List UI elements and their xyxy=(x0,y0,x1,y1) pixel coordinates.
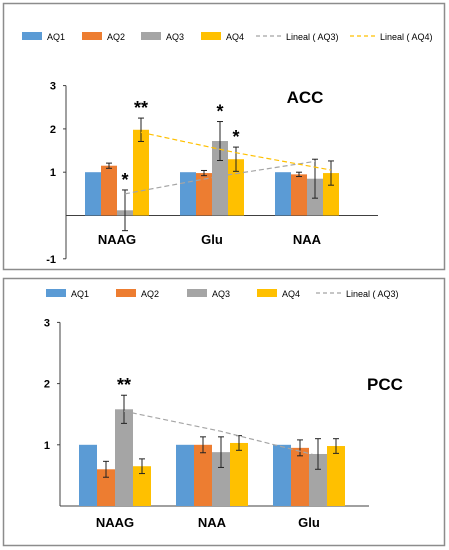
legend-label: Lineal ( AQ3) xyxy=(286,32,339,42)
category-label: Glu xyxy=(201,232,223,247)
legend-label: AQ4 xyxy=(226,32,244,42)
chart-acc: AQ1 AQ2 AQ3 AQ4 Lineal ( AQ3) Lineal ( AQ4) 3 2… xyxy=(22,32,433,266)
error-bar xyxy=(218,436,224,468)
trendline-aq4 xyxy=(140,131,332,171)
error-bar xyxy=(121,394,127,424)
significance-marker: * xyxy=(216,102,223,122)
error-bar xyxy=(297,439,303,457)
bar-aq2 xyxy=(194,444,212,506)
trendline-aq3 xyxy=(124,160,316,195)
category-label: Glu xyxy=(298,515,320,530)
bar-aq4 xyxy=(327,446,345,506)
category-label: NAA xyxy=(293,232,322,247)
chart-title: ACC xyxy=(287,88,324,107)
legend-label: AQ4 xyxy=(282,289,300,299)
legend-label: AQ2 xyxy=(141,289,159,299)
legend-label: Lineal ( AQ4) xyxy=(380,32,433,42)
legend-label: AQ1 xyxy=(71,289,89,299)
bar-aq4 xyxy=(133,466,151,506)
bar-aq3 xyxy=(212,452,230,506)
error-bar xyxy=(200,436,206,454)
error-bar xyxy=(103,460,109,478)
bar-aq3 xyxy=(309,453,327,506)
bar-aq2 xyxy=(97,469,115,506)
significance-marker: * xyxy=(232,127,239,147)
error-bar xyxy=(138,117,144,142)
category-label: NAAG xyxy=(96,515,134,530)
bar-aq4 xyxy=(323,173,339,216)
y-tick-label: 3 xyxy=(44,317,50,329)
legend-label: AQ1 xyxy=(47,32,65,42)
legend-swatch xyxy=(187,289,207,297)
y-tick-label: 2 xyxy=(50,124,56,136)
bar-aq4 xyxy=(230,442,248,506)
error-bar xyxy=(328,160,334,186)
chart-title: PCC xyxy=(367,375,403,394)
bar-aq2 xyxy=(101,165,117,216)
legend-label: Lineal ( AQ3) xyxy=(346,289,399,299)
legend-swatch xyxy=(201,32,221,40)
error-bar xyxy=(106,162,112,169)
error-bar xyxy=(139,458,145,475)
legend-swatch xyxy=(22,32,42,40)
legend-label: AQ3 xyxy=(166,32,184,42)
significance-marker: ** xyxy=(134,98,148,118)
error-bar xyxy=(296,171,302,178)
error-bar xyxy=(315,438,321,470)
error-bar xyxy=(312,158,318,199)
legend-swatch xyxy=(257,289,277,297)
bar-aq4 xyxy=(133,129,149,216)
legend-swatch xyxy=(141,32,161,40)
bar-aq1 xyxy=(79,444,97,506)
trendline-aq3 xyxy=(123,410,319,457)
legend-label: AQ3 xyxy=(212,289,230,299)
error-bar xyxy=(333,438,339,454)
bar-aq1 xyxy=(85,172,101,216)
bar-aq2 xyxy=(196,173,212,216)
bar-aq3 xyxy=(212,141,228,216)
bar-aq2 xyxy=(291,174,307,216)
legend-swatch xyxy=(46,289,66,297)
error-bar xyxy=(201,169,207,177)
category-label: NAAG xyxy=(98,232,136,247)
error-bar xyxy=(233,146,239,172)
bar-aq1 xyxy=(273,444,291,506)
y-tick-label: 2 xyxy=(44,379,50,391)
bar-aq1 xyxy=(176,444,194,506)
bar-aq1 xyxy=(180,172,196,216)
bar-aq1 xyxy=(275,172,291,216)
error-bar xyxy=(122,189,128,232)
significance-marker: ** xyxy=(117,375,131,395)
legend-swatch xyxy=(82,32,102,40)
legend-label: AQ2 xyxy=(107,32,125,42)
y-tick-label: 1 xyxy=(50,167,56,179)
error-bar xyxy=(217,121,223,162)
chart-pcc: AQ1 AQ2 AQ3 AQ4 Lineal ( AQ3) 3 2 1 ** NAAG NAA Glu… xyxy=(44,289,403,530)
bar-aq3 xyxy=(115,409,133,506)
bar-aq2 xyxy=(291,447,309,506)
y-tick-label: 3 xyxy=(50,81,56,93)
legend-swatch xyxy=(116,289,136,297)
y-tick-label: -1 xyxy=(46,254,56,266)
y-tick-label: 1 xyxy=(44,440,50,452)
significance-marker: * xyxy=(121,170,128,190)
panel-frame-acc xyxy=(2,2,446,271)
category-label: NAA xyxy=(198,515,227,530)
